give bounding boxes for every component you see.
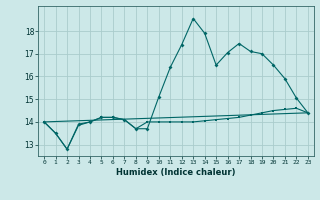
X-axis label: Humidex (Indice chaleur): Humidex (Indice chaleur) bbox=[116, 168, 236, 177]
